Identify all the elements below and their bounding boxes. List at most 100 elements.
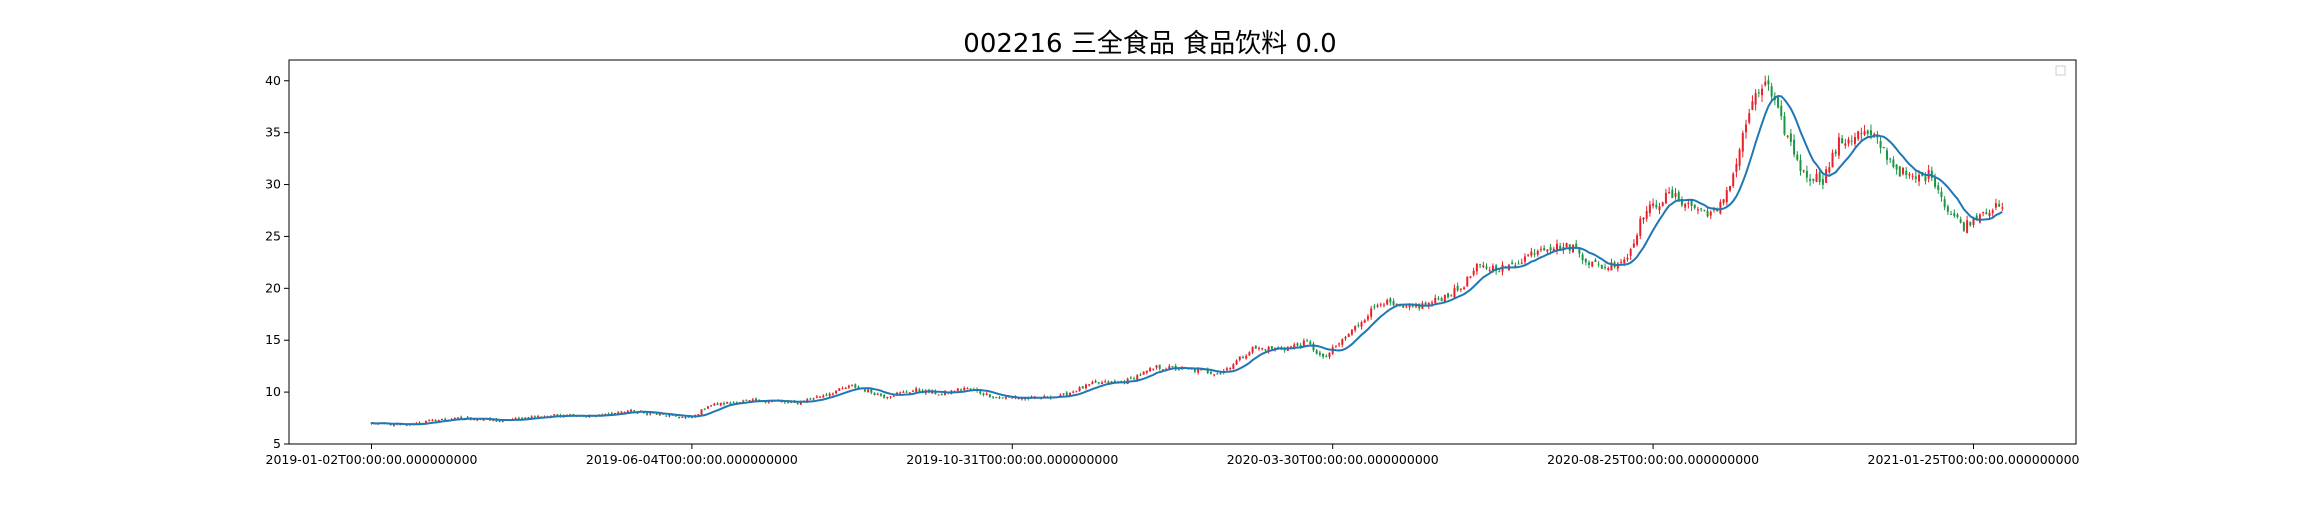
- candle: [941, 393, 943, 395]
- candle: [1091, 381, 1093, 385]
- candle: [1248, 351, 1250, 356]
- candle: [441, 419, 443, 420]
- candle-body: [1546, 250, 1548, 252]
- candle: [1908, 172, 1910, 179]
- candle-body: [1306, 341, 1308, 342]
- candle-body: [877, 394, 879, 395]
- candle: [1989, 210, 1991, 218]
- candle: [912, 390, 914, 392]
- candle: [1322, 353, 1324, 359]
- candle-body: [1498, 271, 1500, 272]
- candle: [1543, 245, 1545, 251]
- candle: [1995, 199, 1997, 210]
- candle-body: [1104, 381, 1106, 382]
- candle: [883, 394, 885, 399]
- candle-body: [1412, 305, 1414, 306]
- candle-body: [1139, 375, 1141, 376]
- candle-body: [1453, 288, 1455, 298]
- candle: [1783, 112, 1785, 135]
- candle-body: [1883, 147, 1885, 148]
- candle-body: [1072, 392, 1074, 393]
- y-tick-label: 35: [265, 125, 281, 140]
- candle-body: [1912, 176, 1914, 177]
- candle-body: [1239, 357, 1241, 360]
- candle: [1755, 89, 1757, 110]
- candle: [854, 383, 856, 388]
- candle: [1684, 203, 1686, 211]
- candle: [982, 393, 984, 397]
- candle-body: [1316, 350, 1318, 353]
- candle-body: [1659, 206, 1661, 210]
- candle: [1316, 349, 1318, 355]
- candle: [832, 393, 834, 396]
- candle-body: [752, 399, 754, 400]
- candle: [1521, 259, 1523, 265]
- candle-body: [1133, 378, 1135, 379]
- candle: [1460, 288, 1462, 292]
- candles-layer: [371, 75, 2004, 426]
- candle-body: [1751, 101, 1753, 110]
- candle-body: [646, 413, 648, 415]
- candle-body: [723, 403, 725, 404]
- candle: [1085, 384, 1087, 390]
- candle: [1822, 175, 1824, 189]
- candle: [1880, 137, 1882, 154]
- candle: [1806, 166, 1808, 183]
- candle-body: [483, 420, 485, 421]
- candle: [1380, 303, 1382, 308]
- candle: [1101, 381, 1103, 384]
- candle-body: [1245, 356, 1247, 359]
- candle-body: [1213, 374, 1215, 375]
- candle: [1527, 254, 1529, 257]
- candle-body: [742, 401, 744, 402]
- candle-body: [822, 396, 824, 398]
- candle-body: [1063, 393, 1065, 394]
- candle: [1710, 210, 1712, 219]
- y-tick-label: 15: [265, 332, 281, 347]
- candle: [723, 402, 725, 406]
- candle: [848, 385, 850, 389]
- candle: [1159, 365, 1161, 371]
- candle-body: [1216, 374, 1218, 375]
- candle-body: [1783, 116, 1785, 134]
- candle-body: [1684, 204, 1686, 207]
- candle-body: [1143, 372, 1145, 375]
- candle-body: [1232, 364, 1234, 369]
- candle: [684, 417, 686, 419]
- x-tick-label: 2021-01-25T00:00:00.000000000: [1868, 452, 2080, 467]
- candle: [1659, 203, 1661, 214]
- candle: [841, 386, 843, 389]
- candle-body: [1694, 205, 1696, 208]
- candle: [1482, 262, 1484, 269]
- candle: [1726, 187, 1728, 205]
- candle-body: [1787, 136, 1789, 137]
- candle: [1777, 97, 1779, 109]
- candle-body: [1085, 385, 1087, 389]
- candle: [1652, 199, 1654, 209]
- candle-body: [902, 392, 904, 393]
- candle: [1585, 258, 1587, 265]
- candle-body: [1816, 174, 1818, 182]
- candle: [1370, 306, 1372, 320]
- candle: [1915, 171, 1917, 183]
- candle: [1088, 384, 1090, 387]
- candle: [1937, 182, 1939, 194]
- candle-body: [1469, 276, 1471, 278]
- y-tick-label: 20: [265, 280, 281, 295]
- candle-body: [1405, 306, 1407, 307]
- candle: [1838, 133, 1840, 159]
- candle-body: [1341, 339, 1343, 345]
- candle-body: [838, 388, 840, 391]
- candle-body: [1662, 202, 1664, 206]
- candle: [1556, 240, 1558, 255]
- candle: [733, 401, 735, 403]
- candle-body: [797, 403, 799, 404]
- candle-body: [1537, 251, 1539, 255]
- candle: [979, 391, 981, 395]
- candle: [1245, 354, 1247, 359]
- candle-body: [1758, 92, 1760, 93]
- candle-body: [1146, 371, 1148, 373]
- candle: [1963, 221, 1965, 232]
- candle-body: [1918, 175, 1920, 181]
- candle: [726, 402, 728, 404]
